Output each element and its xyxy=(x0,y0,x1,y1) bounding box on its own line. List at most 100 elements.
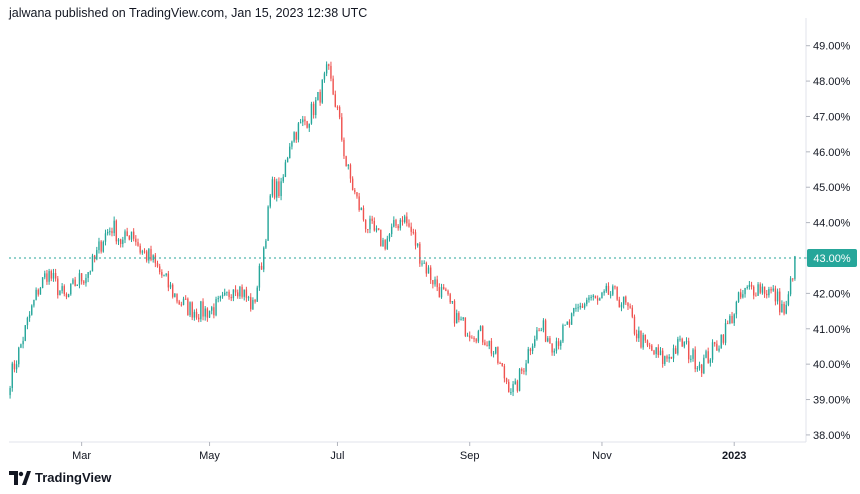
candle-body xyxy=(705,351,707,358)
candle-body xyxy=(184,298,187,300)
candle-body xyxy=(531,346,534,352)
y-tick-label: 45.00% xyxy=(813,182,851,194)
candle-body xyxy=(76,284,78,286)
candle-body xyxy=(731,315,733,324)
candle-body xyxy=(354,190,356,193)
candle-body xyxy=(464,317,467,336)
candle-body xyxy=(124,231,126,240)
candle-body xyxy=(304,119,306,122)
candle-body xyxy=(690,358,692,360)
candle-body xyxy=(755,295,757,297)
candle-body xyxy=(564,324,566,326)
candle-body xyxy=(490,340,493,354)
candle-body xyxy=(757,284,759,296)
candle-body xyxy=(744,288,746,295)
candle-body xyxy=(193,311,196,318)
candle-body xyxy=(267,206,269,241)
candle-body xyxy=(716,343,718,351)
candle-body xyxy=(618,299,621,308)
candle-body xyxy=(87,272,89,278)
candle-body xyxy=(549,338,551,344)
candle-body xyxy=(707,351,709,363)
candle-body xyxy=(776,291,779,302)
candle-body xyxy=(258,265,261,288)
tradingview-brand-text: TradingView xyxy=(35,470,112,485)
candle-body xyxy=(735,301,738,315)
footer-brand[interactable]: TradingView xyxy=(9,470,111,485)
y-tick-label: 38.00% xyxy=(813,430,851,442)
candle-body xyxy=(586,299,588,305)
candle-body xyxy=(534,339,536,347)
candle-body xyxy=(631,307,634,317)
candle-body xyxy=(332,78,334,95)
candle-body xyxy=(276,181,278,198)
candle-body xyxy=(252,299,254,310)
candle-body xyxy=(648,345,651,347)
candle-body xyxy=(466,335,469,337)
candle-body xyxy=(295,132,297,140)
candle-body xyxy=(709,359,712,363)
candle-body xyxy=(594,295,597,299)
candle-body xyxy=(191,302,193,318)
candle-body xyxy=(792,278,794,280)
candle-body xyxy=(672,348,675,359)
candle-body xyxy=(412,231,415,233)
candle-body xyxy=(429,267,432,280)
candle-body xyxy=(456,313,458,324)
y-tick-label: 41.00% xyxy=(813,324,851,336)
candle-body xyxy=(527,349,529,364)
candle-body xyxy=(642,334,644,348)
candle-body xyxy=(72,279,74,284)
candle-body xyxy=(685,341,688,343)
candle-body xyxy=(362,208,365,220)
candle-body xyxy=(499,363,501,365)
candle-body xyxy=(740,292,742,298)
candle-body xyxy=(351,178,354,191)
candle-body xyxy=(460,319,462,321)
x-tick-label: Nov xyxy=(592,450,612,462)
candle-body xyxy=(484,342,486,346)
candle-body xyxy=(360,208,363,210)
candle-body xyxy=(215,299,217,316)
candle-body xyxy=(239,286,241,297)
candle-body xyxy=(284,162,287,177)
candle-body xyxy=(334,94,336,107)
candle-body xyxy=(171,284,174,297)
candle-body xyxy=(698,364,701,369)
candle-body xyxy=(627,302,629,307)
candle-body xyxy=(369,218,371,230)
candle-body xyxy=(779,291,781,313)
candle-body xyxy=(410,226,412,232)
candle-body xyxy=(423,262,425,264)
candle-body xyxy=(633,316,636,334)
candle-body xyxy=(91,255,94,272)
candle-body xyxy=(508,381,510,393)
candle-body xyxy=(178,301,180,305)
candle-body xyxy=(696,368,699,370)
candle-body xyxy=(204,308,206,317)
candle-body xyxy=(492,353,495,355)
candle-body xyxy=(213,307,215,316)
candle-body xyxy=(781,303,783,313)
candle-body xyxy=(469,335,471,338)
candle-body xyxy=(625,296,627,303)
candle-body xyxy=(384,240,386,249)
candle-body xyxy=(93,255,96,260)
candle-body xyxy=(211,307,213,311)
candle-body xyxy=(449,294,451,303)
x-tick-label: May xyxy=(199,450,220,462)
candle-body xyxy=(614,286,616,288)
candle-body xyxy=(328,64,330,66)
candle-body xyxy=(640,330,642,348)
candle-body xyxy=(479,326,482,332)
candle-body xyxy=(377,228,380,230)
candle-body xyxy=(208,310,211,318)
candle-body xyxy=(39,287,42,295)
candle-body xyxy=(388,234,391,239)
candle-body xyxy=(22,340,24,345)
candle-body xyxy=(401,219,404,223)
candle-body xyxy=(722,334,725,343)
candle-body xyxy=(85,277,87,284)
candle-body xyxy=(243,289,245,297)
candle-body xyxy=(306,121,308,128)
